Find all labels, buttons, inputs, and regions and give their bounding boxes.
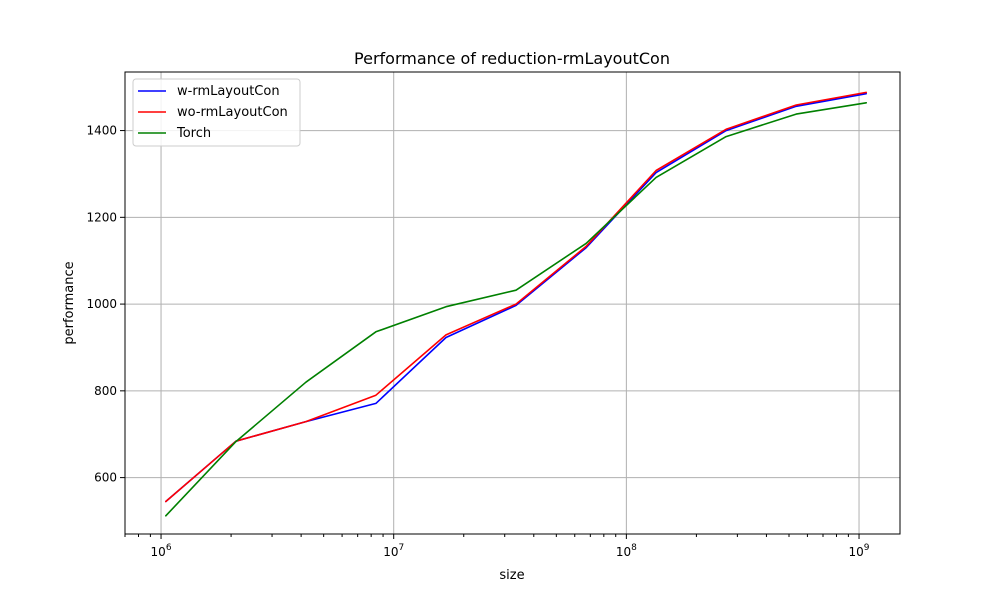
x-tick-label: 109 — [849, 543, 870, 559]
legend-frame — [132, 78, 301, 147]
y-tick-label: 1000 — [86, 297, 117, 311]
series-lines — [165, 91, 868, 517]
y-tick-label: 1200 — [86, 210, 117, 224]
x-axis-label: size — [499, 568, 524, 583]
legend: w-rmLayoutCon wo-rmLayoutCon Torch — [132, 78, 301, 147]
legend-label-w-rmLayoutCon: w-rmLayoutCon — [177, 84, 280, 99]
y-axis-label: performance — [62, 261, 77, 344]
x-axis-ticks: 106 107 108 109 — [124, 534, 870, 559]
y-tick-label: 600 — [94, 471, 117, 485]
y-tick-label: 1400 — [86, 124, 117, 138]
y-tick-label: 800 — [94, 384, 117, 398]
y-axis-ticks: 600 800 1000 1200 1400 — [86, 124, 125, 485]
x-tick-label: 106 — [151, 543, 172, 559]
x-tick-label: 108 — [616, 543, 637, 559]
chart-title: Performance of reduction-rmLayoutCon — [354, 49, 670, 68]
x-tick-label: 107 — [383, 543, 404, 559]
plot-area — [124, 71, 901, 535]
series-line-Torch — [165, 102, 868, 517]
legend-label-Torch: Torch — [176, 126, 211, 141]
series-line-wo-rmLayoutCon — [165, 91, 868, 503]
legend-label-wo-rmLayoutCon: wo-rmLayoutCon — [177, 105, 288, 120]
